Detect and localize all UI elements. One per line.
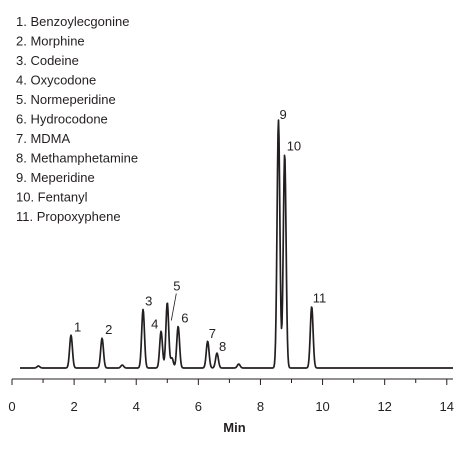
x-tick-label: 4 xyxy=(133,399,140,414)
peak-label-8: 8 xyxy=(219,339,226,354)
x-tick-label: 8 xyxy=(257,399,264,414)
x-tick-label: 14 xyxy=(440,399,454,414)
x-tick-label: 10 xyxy=(315,399,329,414)
chromatogram-trace xyxy=(19,119,454,369)
legend-item: 6. Hydrocodone xyxy=(16,112,108,127)
peak-label-10: 10 xyxy=(287,139,301,154)
legend-item: 11. Propoxyphene xyxy=(16,209,121,224)
peak-5-leader-line xyxy=(170,293,177,321)
peak-label-4: 4 xyxy=(151,316,158,331)
x-tick-label: 12 xyxy=(377,399,391,414)
legend-item: 7. MDMA xyxy=(16,131,71,146)
legend-item: 2. Morphine xyxy=(16,34,85,49)
peak-label-11: 11 xyxy=(313,291,327,306)
x-tick-label: 2 xyxy=(70,399,77,414)
legend-item: 8. Methamphetamine xyxy=(16,151,138,166)
legend-item: 5. Normeperidine xyxy=(16,92,116,107)
legend-item: 3. Codeine xyxy=(16,53,79,68)
peak-label-3: 3 xyxy=(145,294,152,309)
peak-labels: 1 2 3 4 5 6 78 9 10 11 xyxy=(74,107,326,354)
legend-item: 9. Meperidine xyxy=(16,170,95,185)
peak-label-1: 1 xyxy=(74,319,81,334)
x-axis-ticks: 0 2 4 6 8 10 12 14 xyxy=(8,379,454,414)
x-axis-title: Min xyxy=(223,420,245,435)
legend-item: 10. Fentanyl xyxy=(16,190,88,205)
x-tick-label: 0 xyxy=(8,399,15,414)
peak-label-7: 7 xyxy=(209,326,216,341)
peak-label-6: 6 xyxy=(181,310,188,325)
x-tick-label: 6 xyxy=(195,399,202,414)
peak-label-5: 5 xyxy=(173,279,180,294)
legend-item: 4. Oxycodone xyxy=(16,73,96,88)
legend: 1. Benzoylecgonine 2. Morphine 3. Codeine 4… xyxy=(16,14,138,224)
peak-label-2: 2 xyxy=(105,322,112,337)
legend-item: 1. Benzoylecgonine xyxy=(16,14,129,29)
peak-label-9: 9 xyxy=(280,107,287,122)
